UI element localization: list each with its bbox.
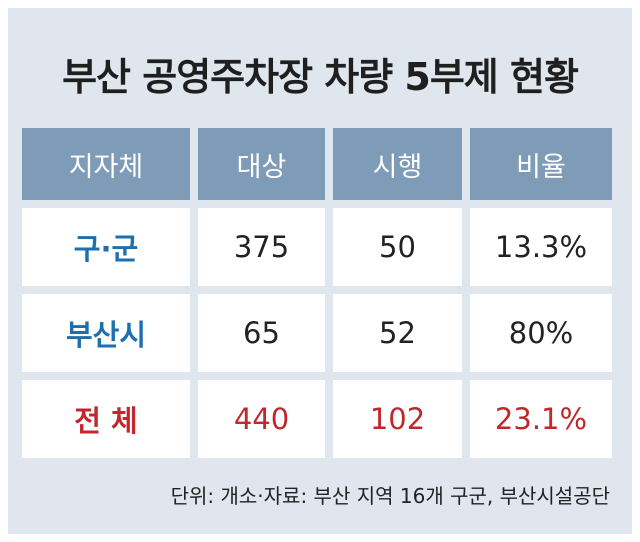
- table-cell: 102: [333, 380, 462, 458]
- table-cell: 440: [198, 380, 325, 458]
- title: 부산 공영주차장 차량 5부제 현황: [62, 55, 579, 99]
- header-cell: 시행: [333, 128, 462, 200]
- table-cell: 52: [333, 294, 462, 372]
- row-label: 구·군: [22, 208, 190, 286]
- table-cell: 50: [333, 208, 462, 286]
- table-cell: 13.3%: [470, 208, 612, 286]
- table-cell: 23.1%: [470, 380, 612, 458]
- header-cell: 비율: [470, 128, 612, 200]
- table-cell: 80%: [470, 294, 612, 372]
- footnote: 단위: 개소·자료: 부산 지역 16개 구군, 부산시설공단: [170, 484, 610, 508]
- table-cell: 375: [198, 208, 325, 286]
- row-label: 전 체: [22, 380, 190, 458]
- header-cell: 지자체: [22, 128, 190, 200]
- row-label: 부산시: [22, 294, 190, 372]
- header-cell: 대상: [198, 128, 325, 200]
- table-cell: 65: [198, 294, 325, 372]
